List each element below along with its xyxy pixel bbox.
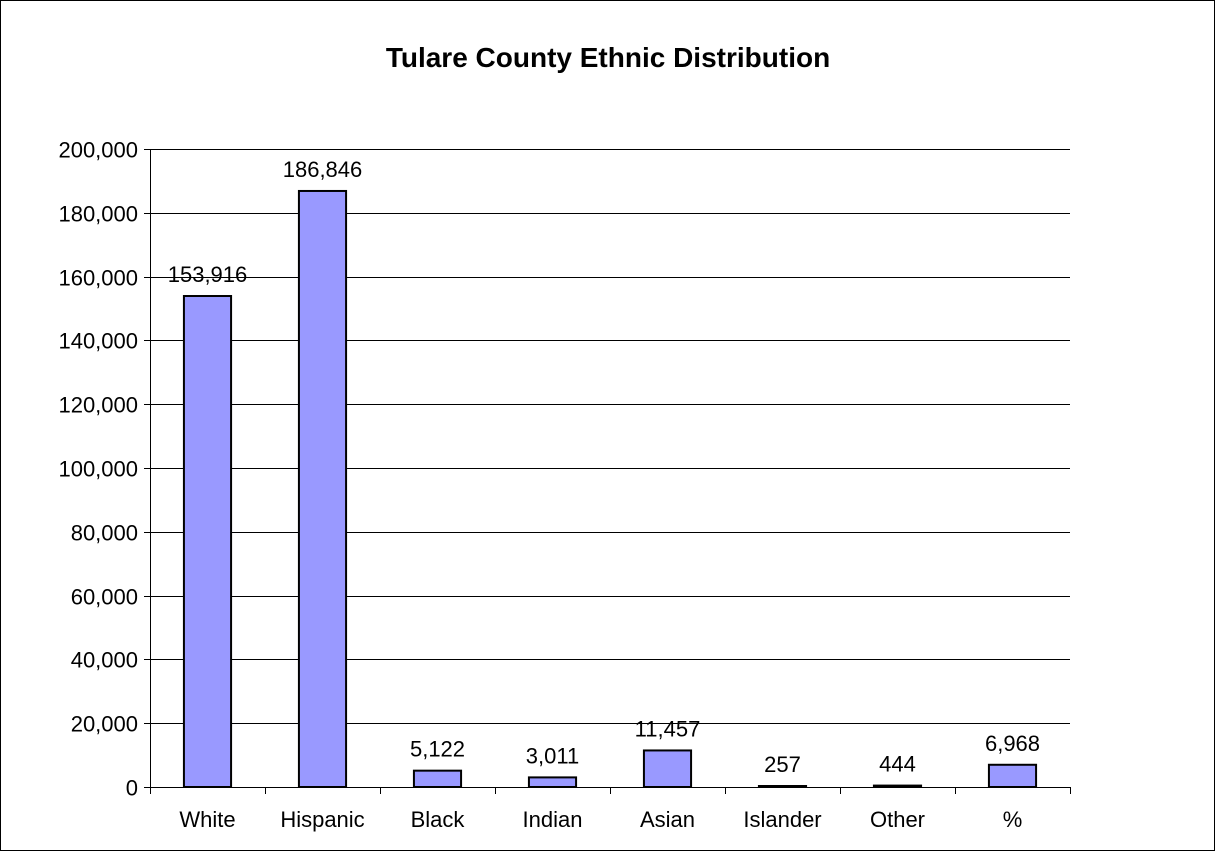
bar-black <box>412 769 463 789</box>
y-tick-label: 40,000 <box>71 648 138 673</box>
bar-other <box>872 784 923 788</box>
bar-white <box>182 295 233 788</box>
x-tick-label: Islander <box>743 807 821 832</box>
y-tick-label: 140,000 <box>58 329 138 354</box>
x-tick-label: White <box>179 807 235 832</box>
x-tick-label: Black <box>411 807 466 832</box>
axes: 0 20,000 40,000 60,000 80,000 100,000 120,000 1… <box>58 138 1071 832</box>
data-label: 5,122 <box>410 737 465 762</box>
x-tick-label: % <box>1003 807 1023 832</box>
y-tick-label: 120,000 <box>58 393 138 418</box>
data-label: 153,916 <box>168 262 248 287</box>
data-label: 6,968 <box>985 731 1040 756</box>
bar-hispanic <box>297 189 348 789</box>
data-label: 3,011 <box>526 743 579 768</box>
gridlines <box>150 149 1070 724</box>
bar- <box>987 763 1038 789</box>
data-label: 257 <box>764 752 801 777</box>
data-labels: 153,916 186,846 5,122 3,011 11,457 257 444 6,96… <box>168 157 1040 777</box>
chart-title: Tulare County Ethnic Distribution <box>386 42 830 73</box>
bars <box>182 189 1038 789</box>
y-tick-label: 200,000 <box>58 138 138 163</box>
y-tick-label: 60,000 <box>71 585 138 610</box>
y-tick-label: 0 <box>126 776 138 801</box>
y-tick-label: 160,000 <box>58 266 138 291</box>
x-tick-label: Asian <box>640 807 695 832</box>
x-tick-label: Hispanic <box>280 807 364 832</box>
data-label: 11,457 <box>635 716 701 741</box>
y-tick-label: 180,000 <box>58 202 138 227</box>
bar-islander <box>757 785 808 788</box>
bar-indian <box>527 776 578 788</box>
data-label: 186,846 <box>283 157 363 182</box>
y-tick-label: 20,000 <box>71 712 138 737</box>
y-tick-label: 100,000 <box>58 457 138 482</box>
bar-asian <box>642 749 693 788</box>
y-tick-label: 80,000 <box>71 521 138 546</box>
x-tick-label: Indian <box>523 807 583 832</box>
data-label: 444 <box>879 752 916 777</box>
x-tick-label: Other <box>870 807 925 832</box>
